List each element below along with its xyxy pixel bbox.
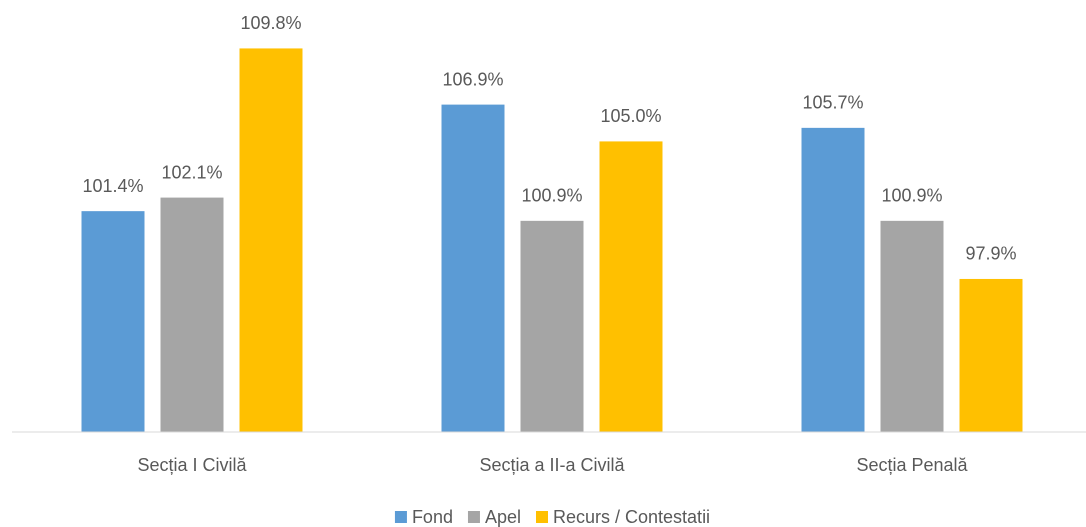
data-label: 100.9% (521, 186, 582, 206)
data-label: 97.9% (965, 244, 1016, 264)
bar (880, 220, 944, 432)
data-label: 105.0% (600, 106, 661, 126)
bar (520, 220, 584, 432)
data-label: 101.4% (82, 176, 143, 196)
bar (801, 127, 865, 432)
x-tick-label: Secția I Civilă (137, 455, 247, 475)
data-label: 105.7% (802, 93, 863, 113)
x-tick-label: Secția Penală (856, 455, 968, 475)
legend-label: Fond (412, 507, 453, 527)
x-tick-label: Secția a II-a Civilă (479, 455, 625, 475)
data-label: 102.1% (161, 162, 222, 182)
legend-swatch (467, 511, 480, 523)
legend-swatch (394, 511, 407, 523)
legend-label: Recurs / Contestatii (553, 507, 710, 527)
bar (239, 48, 303, 433)
data-label: 106.9% (442, 69, 503, 89)
legend-swatch (536, 511, 548, 523)
data-label: 109.8% (240, 13, 301, 33)
data-label: 100.9% (881, 186, 942, 206)
bar (959, 278, 1023, 432)
legend-label: Apel (485, 507, 521, 527)
bar (160, 197, 224, 432)
bar (599, 141, 663, 432)
bar (441, 104, 505, 432)
bar (81, 211, 145, 432)
